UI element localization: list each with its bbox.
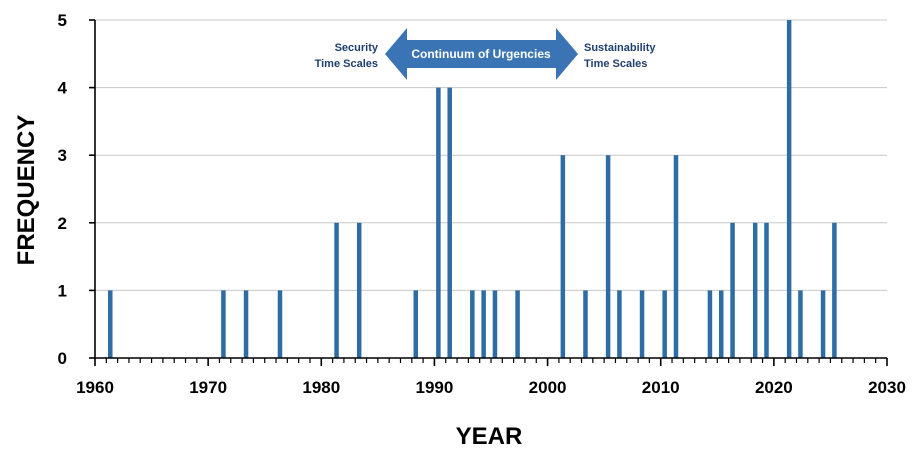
x-tick-label: 1960 — [76, 378, 114, 397]
bar — [436, 87, 441, 358]
x-tick-labels: 1960 1970 1980 1990 2000 2010 2020 2030 — [76, 378, 906, 397]
y-tick-label: 3 — [58, 146, 67, 165]
axes — [89, 19, 888, 366]
x-axis-title: YEAR — [456, 423, 523, 450]
y-axis-title: FREQUENCY — [13, 115, 40, 266]
x-tick-label: 1990 — [416, 378, 454, 397]
bar — [277, 290, 283, 358]
bar — [447, 87, 452, 358]
y-tick-label: 1 — [58, 281, 67, 300]
bar — [334, 222, 339, 358]
y-tick-labels: 0 1 2 3 4 5 — [58, 11, 68, 368]
bar — [832, 222, 837, 358]
y-tick-label: 5 — [58, 11, 67, 30]
sustainability-label-line2: Time Scales — [584, 58, 647, 70]
bar — [639, 290, 645, 358]
bar — [470, 290, 475, 358]
bar — [730, 222, 735, 358]
bar — [662, 290, 667, 358]
bar — [798, 290, 803, 358]
x-tick-label: 2020 — [755, 378, 793, 397]
security-label-line1: Security — [335, 42, 379, 54]
arrow-label: Continuum of Urgencies — [411, 47, 551, 61]
x-tick-label: 1980 — [302, 378, 340, 397]
bar — [243, 290, 249, 358]
urgency-annotation: Continuum of Urgencies Security Time Sca… — [315, 28, 656, 80]
x-tick-label: 2010 — [642, 378, 680, 397]
bar — [820, 290, 826, 358]
x-tick-label: 2030 — [868, 378, 906, 397]
bar — [221, 290, 226, 358]
bar — [764, 222, 769, 358]
bar — [413, 290, 419, 358]
bar — [583, 290, 588, 358]
bar — [108, 290, 113, 358]
bar — [481, 290, 486, 358]
y-tick-label: 2 — [58, 214, 67, 233]
bar — [786, 20, 792, 358]
bar — [617, 290, 622, 358]
bar — [718, 290, 724, 358]
bar — [356, 222, 362, 358]
y-tick-label: 4 — [58, 79, 68, 98]
bar — [605, 155, 611, 358]
bar — [707, 290, 713, 358]
bar — [515, 290, 520, 358]
bar — [492, 290, 498, 358]
bars — [108, 20, 837, 358]
bar — [673, 155, 679, 358]
double-arrow-icon — [385, 28, 578, 80]
bar — [752, 222, 758, 358]
x-tick-label: 2000 — [529, 378, 567, 397]
x-tick-label: 1970 — [189, 378, 227, 397]
security-label-line2: Time Scales — [315, 58, 378, 70]
y-tick-label: 0 — [58, 349, 67, 368]
bar — [560, 155, 566, 358]
sustainability-label-line1: Sustainability — [584, 42, 656, 54]
